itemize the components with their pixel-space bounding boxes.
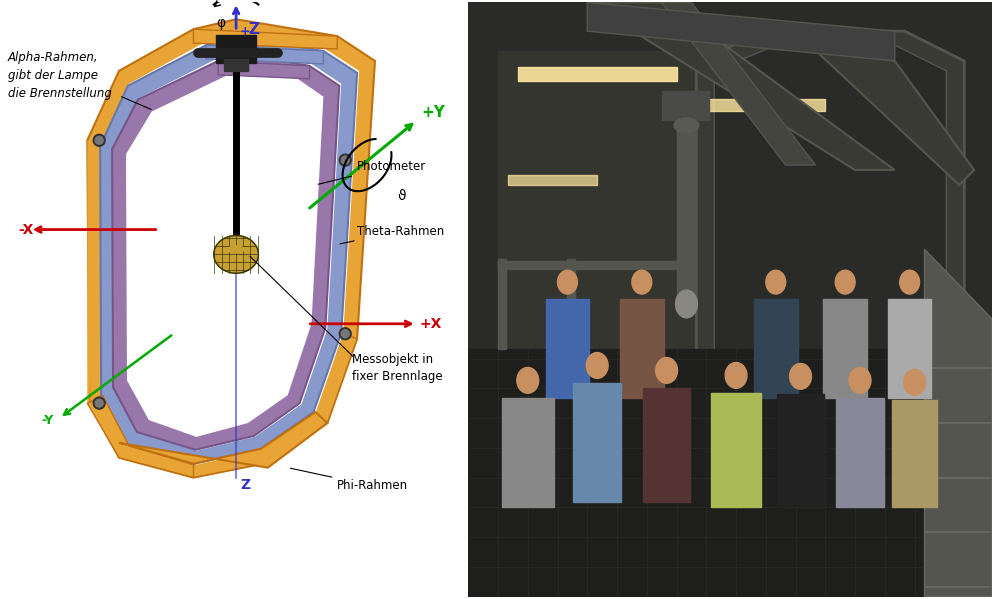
Bar	[888, 299, 931, 398]
Polygon shape	[126, 68, 323, 437]
Text: +X: +X	[420, 317, 442, 331]
Ellipse shape	[766, 270, 786, 294]
Polygon shape	[587, 2, 895, 61]
Ellipse shape	[93, 134, 105, 146]
Text: +: +	[240, 25, 251, 38]
Text: Z: Z	[240, 479, 250, 492]
Ellipse shape	[341, 156, 349, 164]
Text: Phi-Rahmen: Phi-Rahmen	[291, 468, 409, 492]
Bar	[498, 259, 506, 349]
Bar	[498, 261, 696, 269]
Text: Z: Z	[248, 22, 259, 37]
Polygon shape	[119, 412, 327, 468]
Bar	[662, 90, 709, 120]
Ellipse shape	[339, 328, 351, 340]
Bar	[754, 299, 798, 398]
Polygon shape	[696, 31, 964, 433]
Bar	[620, 299, 664, 398]
Text: ϑ: ϑ	[397, 189, 406, 203]
Bar	[711, 394, 761, 507]
Bar	[706, 99, 825, 111]
Text: -Y: -Y	[42, 414, 54, 427]
Text: Theta-Rahmen: Theta-Rahmen	[340, 225, 444, 244]
Polygon shape	[193, 29, 337, 49]
Polygon shape	[87, 140, 101, 403]
Bar	[498, 51, 925, 518]
Ellipse shape	[676, 290, 697, 318]
Text: +Y: +Y	[422, 105, 445, 120]
Ellipse shape	[725, 362, 747, 388]
Bar	[573, 383, 621, 503]
Polygon shape	[87, 396, 193, 477]
Polygon shape	[112, 53, 339, 450]
Ellipse shape	[517, 367, 539, 394]
Bar	[508, 175, 597, 185]
Polygon shape	[806, 41, 974, 185]
Text: die Brennstellung: die Brennstellung	[8, 87, 112, 99]
Bar	[518, 67, 677, 81]
Ellipse shape	[341, 330, 349, 338]
Bar	[468, 349, 925, 597]
Text: -X: -X	[18, 223, 33, 237]
Bar	[546, 299, 589, 398]
Text: Alpha-Rahmen,: Alpha-Rahmen,	[8, 51, 98, 64]
Ellipse shape	[849, 367, 871, 394]
Polygon shape	[662, 2, 815, 165]
Ellipse shape	[835, 270, 855, 294]
Polygon shape	[587, 2, 895, 170]
Ellipse shape	[214, 235, 258, 273]
Ellipse shape	[95, 137, 103, 144]
Polygon shape	[925, 249, 992, 597]
Ellipse shape	[228, 246, 244, 253]
Ellipse shape	[674, 118, 698, 133]
Bar	[502, 398, 554, 507]
Ellipse shape	[586, 353, 608, 379]
Bar	[224, 59, 248, 71]
Polygon shape	[89, 334, 357, 477]
Ellipse shape	[339, 154, 351, 166]
Bar	[777, 394, 824, 506]
Text: φ: φ	[216, 16, 225, 30]
Bar	[892, 400, 937, 507]
Ellipse shape	[904, 370, 926, 395]
Bar	[643, 388, 690, 503]
Ellipse shape	[558, 270, 577, 294]
Ellipse shape	[656, 358, 678, 383]
Ellipse shape	[900, 270, 920, 294]
Bar	[677, 111, 694, 309]
Polygon shape	[101, 34, 359, 465]
Text: Messobjekt in: Messobjekt in	[352, 353, 434, 367]
Polygon shape	[87, 19, 375, 477]
Text: gibt der Lampe: gibt der Lampe	[8, 69, 98, 82]
Ellipse shape	[95, 399, 103, 407]
Polygon shape	[206, 45, 323, 64]
Text: Photometer: Photometer	[318, 160, 427, 184]
Ellipse shape	[93, 397, 105, 409]
Bar	[836, 398, 884, 507]
Ellipse shape	[632, 270, 652, 294]
Ellipse shape	[790, 364, 811, 389]
Bar	[823, 299, 867, 398]
Polygon shape	[218, 61, 310, 79]
Text: fixer Brennlage: fixer Brennlage	[352, 370, 442, 383]
Polygon shape	[114, 51, 341, 451]
Polygon shape	[714, 46, 946, 418]
Bar	[567, 259, 575, 349]
Bar	[216, 35, 256, 63]
Polygon shape	[100, 36, 357, 464]
